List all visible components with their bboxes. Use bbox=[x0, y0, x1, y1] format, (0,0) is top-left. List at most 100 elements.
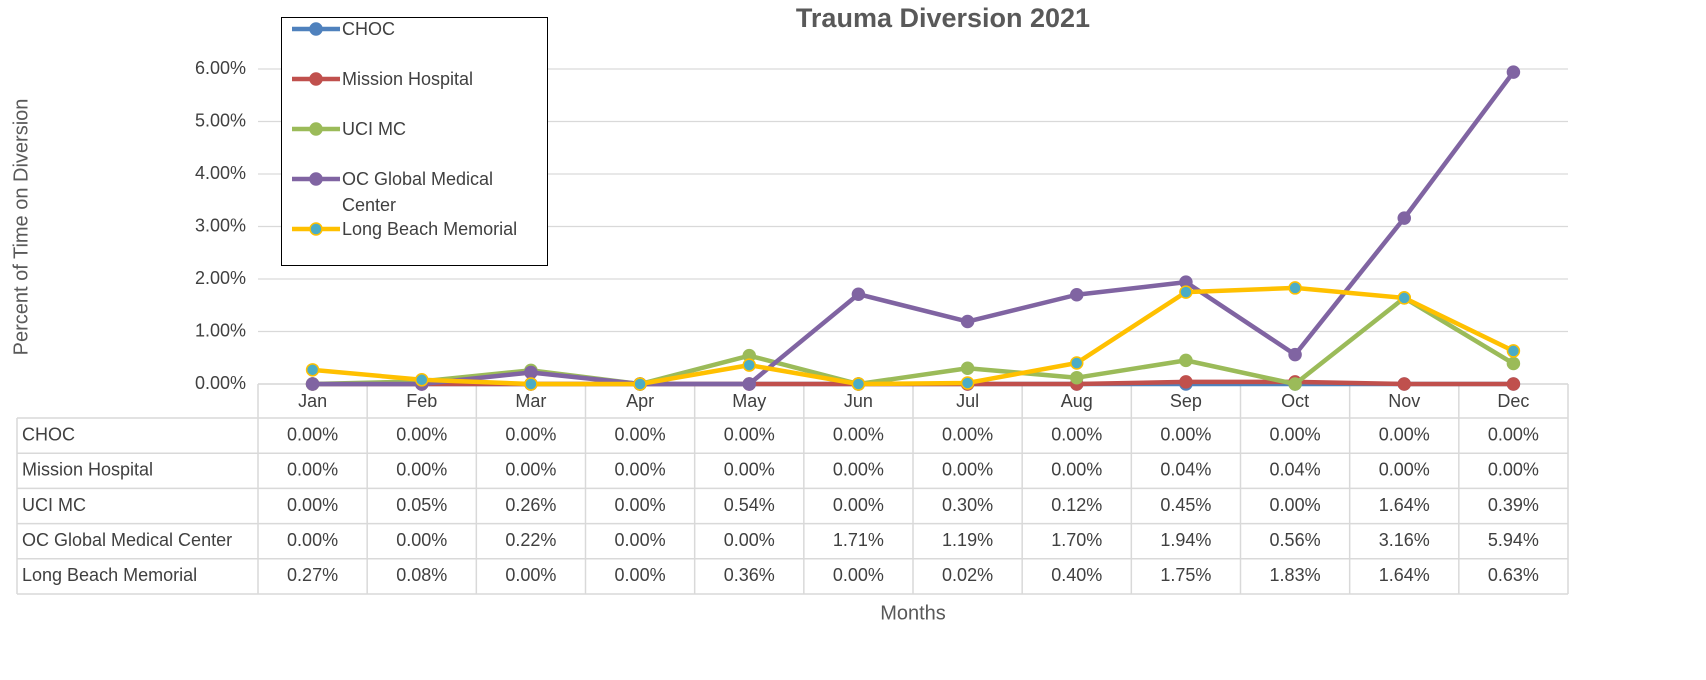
legend-label: Long Beach Memorial bbox=[342, 219, 518, 239]
x-tick-label: Apr bbox=[626, 391, 654, 411]
table-cell: 1.64% bbox=[1379, 495, 1430, 515]
table-cell: 0.00% bbox=[505, 565, 556, 585]
table-row-label: CHOC bbox=[22, 424, 75, 444]
y-tick-label: 1.00% bbox=[195, 320, 246, 340]
series-marker bbox=[742, 377, 756, 391]
legend-entry: OC Global Medical Center bbox=[290, 166, 542, 218]
legend-swatch bbox=[292, 222, 340, 236]
x-axis-label: Months bbox=[880, 602, 946, 624]
y-tick-label: 5.00% bbox=[195, 110, 246, 130]
y-tick-label: 2.00% bbox=[195, 268, 246, 288]
legend-label: Mission Hospital bbox=[342, 69, 474, 89]
x-tick-label: Oct bbox=[1281, 391, 1309, 411]
legend-label: CHOC bbox=[342, 19, 395, 39]
table-cell: 0.00% bbox=[724, 424, 775, 444]
table-cell: 0.00% bbox=[396, 424, 447, 444]
table-cell: 0.00% bbox=[1488, 424, 1539, 444]
table-cell: 1.71% bbox=[833, 530, 884, 550]
table-row-label: Mission Hospital bbox=[22, 460, 153, 480]
x-tick-label: Nov bbox=[1388, 391, 1420, 411]
series-marker bbox=[1506, 65, 1521, 79]
series-marker bbox=[305, 363, 320, 377]
x-tick-label: Aug bbox=[1061, 391, 1093, 411]
legend-label: UCI MC bbox=[342, 119, 406, 139]
series-marker bbox=[1288, 281, 1302, 295]
series-marker bbox=[960, 376, 975, 390]
series-marker bbox=[1397, 211, 1411, 225]
table-row-label: Long Beach Memorial bbox=[22, 565, 197, 585]
table-cell: 0.40% bbox=[1051, 565, 1102, 585]
table-cell: 1.64% bbox=[1379, 565, 1430, 585]
series-marker bbox=[1288, 377, 1302, 391]
series-marker bbox=[1070, 356, 1084, 370]
legend-label: OC Global Medical Center bbox=[342, 169, 494, 215]
table-cell: 0.00% bbox=[942, 424, 993, 444]
legend-marker bbox=[309, 172, 323, 186]
legend-swatch bbox=[292, 72, 340, 86]
table-cell: 0.00% bbox=[396, 530, 447, 550]
series-marker bbox=[1506, 356, 1521, 371]
legend-marker bbox=[309, 222, 323, 236]
y-axis-label: Percent of Time on Diversion bbox=[10, 99, 32, 356]
table-cell: 0.00% bbox=[833, 495, 884, 515]
table-cell: 0.00% bbox=[833, 424, 884, 444]
legend-swatch bbox=[292, 122, 340, 136]
table-cell: 0.00% bbox=[833, 460, 884, 480]
table-cell: 0.00% bbox=[505, 460, 556, 480]
series-marker bbox=[1506, 377, 1521, 391]
table-cell: 0.63% bbox=[1488, 565, 1539, 585]
table-cell: 0.26% bbox=[505, 495, 556, 515]
table-cell: 0.00% bbox=[615, 460, 666, 480]
table-cell: 0.00% bbox=[1379, 460, 1430, 480]
table-cell: 0.04% bbox=[1160, 460, 1211, 480]
table-cell: 1.19% bbox=[942, 530, 993, 550]
legend-swatch bbox=[292, 22, 340, 36]
table-cell: 0.08% bbox=[396, 565, 447, 585]
table-cell: 0.00% bbox=[505, 424, 556, 444]
table-cell: 0.02% bbox=[942, 565, 993, 585]
table-cell: 0.00% bbox=[615, 495, 666, 515]
series-marker bbox=[633, 377, 647, 391]
series-marker bbox=[1397, 377, 1411, 391]
table-row-label: OC Global Medical Center bbox=[22, 530, 232, 550]
table-cell: 0.27% bbox=[287, 565, 338, 585]
x-tick-label: Dec bbox=[1497, 391, 1529, 411]
series-marker bbox=[742, 358, 756, 372]
table-cell: 0.00% bbox=[1270, 424, 1321, 444]
series-marker bbox=[960, 361, 975, 375]
legend-marker bbox=[309, 72, 323, 86]
table-cell: 0.45% bbox=[1160, 495, 1211, 515]
table-cell: 0.00% bbox=[833, 565, 884, 585]
series-line bbox=[312, 285, 1515, 387]
series-marker bbox=[1506, 344, 1521, 358]
table-cell: 3.16% bbox=[1379, 530, 1430, 550]
y-tick-label: 6.00% bbox=[195, 58, 246, 78]
series-marker bbox=[415, 373, 429, 387]
table-cell: 0.00% bbox=[287, 460, 338, 480]
x-tick-label: Jul bbox=[956, 391, 979, 411]
table-cell: 0.39% bbox=[1488, 495, 1539, 515]
table-cell: 0.00% bbox=[942, 460, 993, 480]
table-cell: 0.00% bbox=[1270, 495, 1321, 515]
series-marker bbox=[524, 377, 538, 391]
series-marker bbox=[1070, 288, 1084, 302]
table-cell: 0.36% bbox=[724, 565, 775, 585]
table-row-label: UCI MC bbox=[22, 495, 86, 515]
series-marker bbox=[851, 287, 866, 301]
table-cell: 0.22% bbox=[505, 530, 556, 550]
table-cell: 1.70% bbox=[1051, 530, 1102, 550]
x-tick-label: May bbox=[732, 391, 766, 411]
table-cell: 0.12% bbox=[1051, 495, 1102, 515]
x-tick-label: Jan bbox=[298, 391, 327, 411]
table-cell: 0.54% bbox=[724, 495, 775, 515]
series-marker bbox=[960, 314, 975, 329]
series-line bbox=[312, 295, 1515, 387]
table-cell: 0.04% bbox=[1270, 460, 1321, 480]
table-cell: 0.00% bbox=[1488, 460, 1539, 480]
table-cell: 0.56% bbox=[1270, 530, 1321, 550]
series-marker bbox=[1179, 353, 1193, 368]
table-cell: 5.94% bbox=[1488, 530, 1539, 550]
legend: CHOC Mission Hospital UCI MC OC Global Medi… bbox=[281, 17, 548, 266]
